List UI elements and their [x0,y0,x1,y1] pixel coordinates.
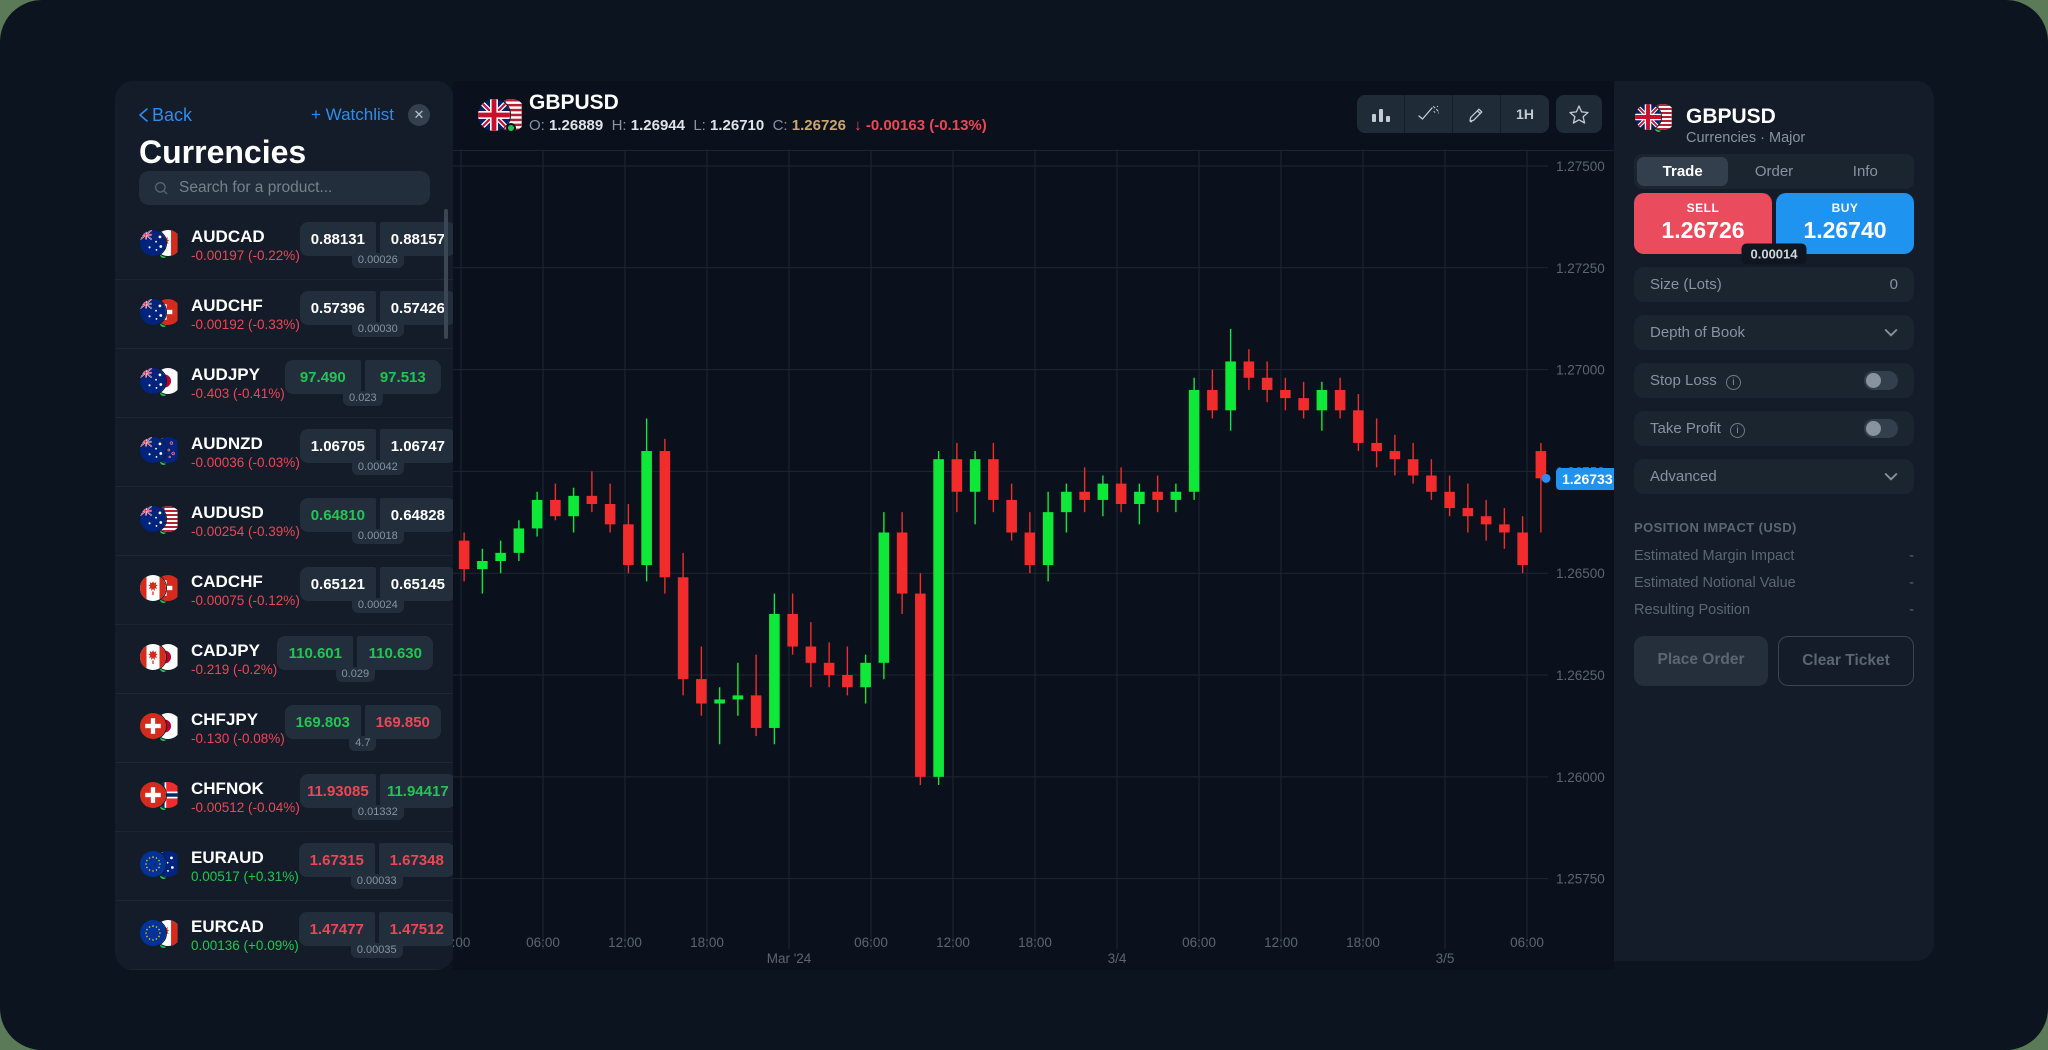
svg-text:1.27500: 1.27500 [1556,159,1605,174]
svg-text:3/4: 3/4 [1108,951,1127,966]
svg-text:3/5: 3/5 [1436,951,1455,966]
svg-text:1.25750: 1.25750 [1556,872,1605,887]
svg-text:12:00: 12:00 [608,935,642,950]
svg-text:18:00: 18:00 [1346,935,1380,950]
svg-text::00: :00 [452,935,471,950]
svg-text:1.26500: 1.26500 [1556,566,1605,581]
svg-text:1.26250: 1.26250 [1556,668,1605,683]
svg-text:18:00: 18:00 [690,935,724,950]
svg-text:06:00: 06:00 [526,935,560,950]
svg-text:1.26000: 1.26000 [1556,770,1605,785]
svg-text:12:00: 12:00 [936,935,970,950]
svg-text:18:00: 18:00 [1018,935,1052,950]
svg-text:12:00: 12:00 [1264,935,1298,950]
svg-text:1.27250: 1.27250 [1556,261,1605,276]
svg-text:Mar '24: Mar '24 [767,951,812,966]
svg-text:1.27000: 1.27000 [1556,363,1605,378]
svg-text:06:00: 06:00 [1182,935,1216,950]
svg-text:06:00: 06:00 [1510,935,1544,950]
svg-text:06:00: 06:00 [854,935,888,950]
